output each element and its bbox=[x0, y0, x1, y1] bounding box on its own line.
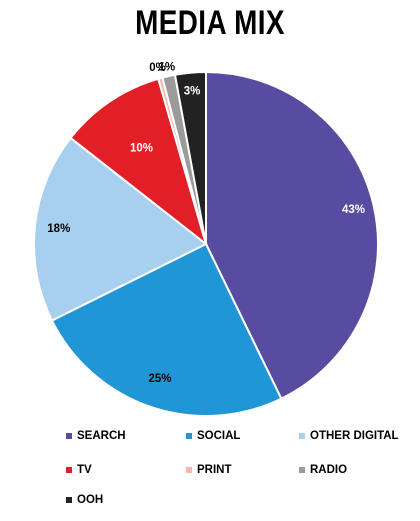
data-label-search: 43% bbox=[342, 204, 365, 216]
legend-swatch bbox=[299, 433, 305, 439]
data-label-other-digital: 18% bbox=[47, 223, 70, 235]
data-label-ooh: 3% bbox=[184, 86, 201, 98]
pie-slice-tv bbox=[69, 77, 208, 247]
pie-slices bbox=[33, 70, 379, 417]
legend-label: SOCIAL bbox=[197, 430, 241, 442]
legend-label: PRINT bbox=[197, 464, 232, 476]
chart-title: MEDIA MIX bbox=[135, 4, 285, 42]
legend-label: TV bbox=[77, 464, 92, 476]
legend-label: SEARCH bbox=[77, 430, 126, 442]
pie-slice-search bbox=[205, 70, 379, 400]
pie-slice-labels: 43% 25% 18% 10% 0%1% 3% bbox=[47, 62, 365, 385]
pie-slice-social bbox=[50, 242, 283, 417]
legend-swatch bbox=[66, 433, 72, 439]
legend-label: OOH bbox=[77, 494, 104, 506]
legend-swatch bbox=[186, 433, 192, 439]
legend-item-other-digital: OTHER DIGITAL bbox=[299, 430, 399, 442]
legend-swatch bbox=[186, 467, 192, 473]
legend-item-radio: RADIO bbox=[299, 464, 347, 476]
data-label-print: 0% bbox=[149, 62, 166, 74]
legend-item-tv: TV bbox=[66, 464, 92, 476]
legend-swatch bbox=[299, 467, 305, 473]
legend-swatch bbox=[66, 467, 72, 473]
data-label-social: 25% bbox=[148, 373, 171, 385]
legend-item-social: SOCIAL bbox=[186, 430, 240, 442]
pie-slice-ooh bbox=[173, 70, 207, 245]
legend-item-search: SEARCH bbox=[66, 430, 126, 442]
legend-label: OTHER DIGITAL bbox=[310, 430, 399, 442]
legend-swatch bbox=[66, 497, 72, 503]
data-label-tv: 10% bbox=[130, 143, 153, 155]
legend-label: RADIO bbox=[310, 464, 348, 476]
legend-item-ooh: OOH bbox=[66, 494, 103, 506]
pie-slice-other-digital bbox=[33, 136, 208, 322]
data-label-radio: 1% bbox=[158, 62, 175, 74]
legend-item-print: PRINT bbox=[186, 464, 232, 476]
